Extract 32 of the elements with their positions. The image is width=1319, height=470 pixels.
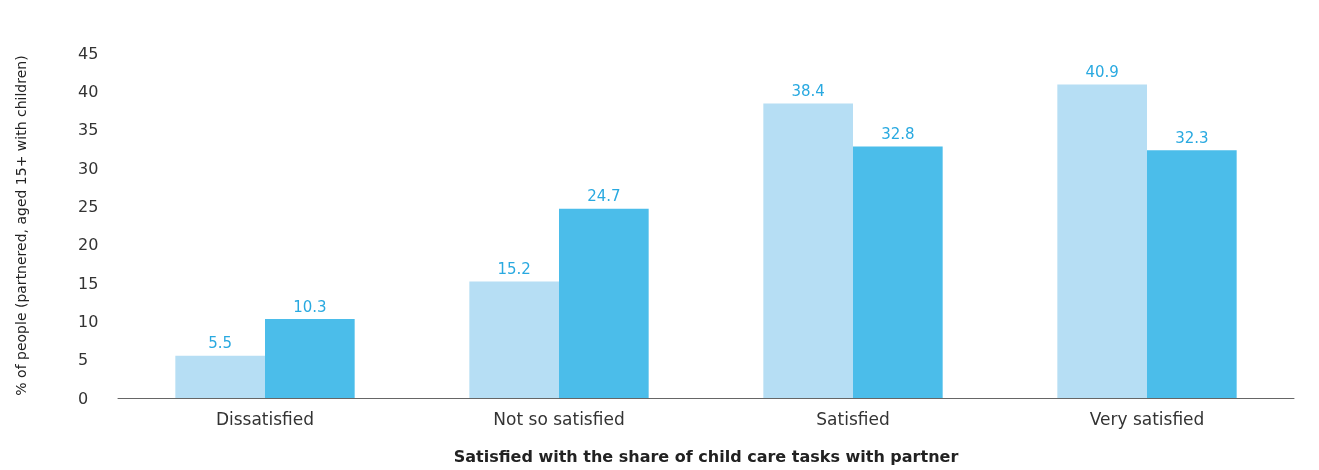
data-label: 5.5 [208, 334, 233, 353]
y-tick-label: 10 [78, 311, 99, 331]
y-tick-label: 15 [78, 273, 99, 293]
bar [763, 103, 853, 398]
bar [175, 355, 265, 398]
data-label: 32.8 [881, 125, 915, 144]
y-axis-title: % of people (partnered, aged 15+ with children) [13, 55, 29, 396]
bar [1057, 84, 1147, 398]
y-tick-label: 5 [78, 350, 89, 370]
y-tick-label: 35 [78, 120, 99, 140]
data-label: 10.3 [293, 297, 327, 316]
bar [265, 319, 355, 398]
y-tick-label: 20 [78, 235, 99, 255]
bar [1147, 150, 1237, 398]
data-label: 38.4 [791, 82, 825, 101]
y-tick-label: 30 [78, 158, 99, 178]
y-tick-label: 40 [78, 81, 99, 101]
y-tick-label: 0 [78, 388, 89, 408]
data-label: 24.7 [587, 187, 621, 206]
y-tick-label: 25 [78, 196, 99, 216]
x-tick-label: Satisfied [816, 408, 890, 429]
bar [853, 146, 943, 398]
data-label: 32.3 [1175, 128, 1209, 147]
x-tick-label: Not so satisfied [493, 408, 625, 429]
bar [469, 281, 559, 398]
data-label: 40.9 [1085, 62, 1119, 81]
y-tick-label: 45 [78, 43, 99, 63]
x-tick-label: Dissatisfied [215, 408, 315, 429]
x-axis-title: Satisfied with the share of child care tasks with partner [453, 446, 959, 466]
bar [559, 208, 649, 398]
x-tick-label: Very satisfied [1089, 408, 1205, 429]
data-label: 15.2 [497, 259, 531, 278]
